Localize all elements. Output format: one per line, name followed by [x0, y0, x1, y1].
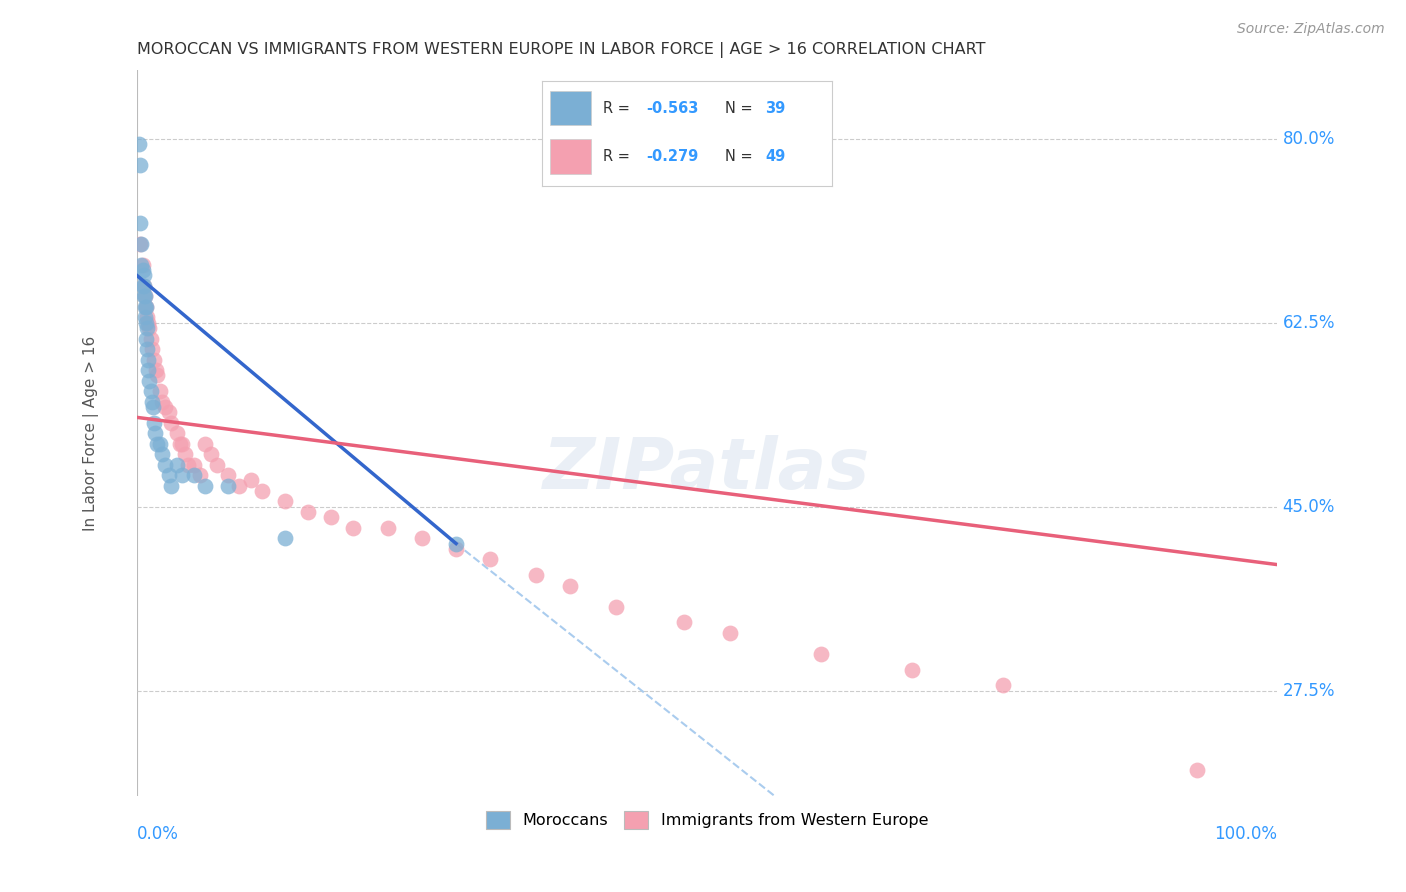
Text: 100.0%: 100.0%: [1213, 825, 1277, 843]
Point: [136, 310, 159, 325]
Point: [150, 447, 173, 461]
Point: [188, 468, 211, 483]
Text: 27.5%: 27.5%: [1282, 681, 1336, 699]
Point: [132, 268, 155, 283]
Point: [239, 474, 262, 488]
Point: [177, 458, 200, 472]
Point: [194, 479, 217, 493]
Point: [166, 426, 188, 441]
Point: [155, 400, 177, 414]
Point: [134, 300, 156, 314]
Point: [558, 578, 581, 592]
Point: [135, 300, 157, 314]
Point: [673, 615, 696, 630]
Point: [143, 426, 166, 441]
Point: [129, 158, 152, 172]
Point: [146, 436, 169, 450]
Point: [128, 136, 150, 151]
Point: [132, 279, 155, 293]
Point: [143, 352, 166, 367]
Point: [146, 368, 169, 383]
Point: [157, 405, 180, 419]
Point: [172, 436, 194, 450]
Point: [993, 678, 1015, 692]
Point: [149, 436, 172, 450]
Text: In Labor Force | Age > 16: In Labor Force | Age > 16: [83, 335, 100, 531]
Point: [136, 363, 159, 377]
Point: [134, 289, 156, 303]
Point: [718, 626, 741, 640]
Point: [134, 310, 156, 325]
Point: [139, 332, 162, 346]
Text: 80.0%: 80.0%: [1282, 129, 1334, 148]
Text: 45.0%: 45.0%: [1282, 498, 1334, 516]
Point: [142, 400, 165, 414]
Point: [135, 316, 157, 330]
Point: [145, 363, 167, 377]
Text: ZIPatlas: ZIPatlas: [543, 435, 870, 504]
Point: [605, 599, 627, 614]
Point: [132, 289, 155, 303]
Point: [135, 332, 157, 346]
Point: [149, 384, 172, 398]
Point: [131, 236, 153, 251]
Point: [217, 479, 239, 493]
Point: [155, 458, 177, 472]
Point: [139, 384, 162, 398]
Point: [319, 510, 342, 524]
Point: [160, 479, 183, 493]
Point: [377, 521, 399, 535]
Point: [173, 447, 195, 461]
Point: [524, 568, 547, 582]
Point: [479, 552, 502, 566]
Point: [138, 321, 160, 335]
Point: [252, 483, 274, 498]
Point: [444, 541, 467, 556]
Point: [200, 447, 222, 461]
Point: [135, 300, 157, 314]
Point: [136, 316, 159, 330]
Point: [342, 521, 364, 535]
Point: [129, 216, 152, 230]
Point: [138, 374, 160, 388]
Point: [131, 279, 153, 293]
Point: [136, 342, 159, 356]
Text: 62.5%: 62.5%: [1282, 314, 1336, 332]
Point: [166, 458, 188, 472]
Text: Source: ZipAtlas.com: Source: ZipAtlas.com: [1237, 22, 1385, 37]
Point: [901, 663, 924, 677]
Point: [136, 352, 159, 367]
Point: [160, 416, 183, 430]
Point: [131, 258, 153, 272]
Point: [444, 536, 467, 550]
Point: [141, 342, 163, 356]
Point: [172, 468, 194, 483]
Point: [129, 236, 152, 251]
Point: [157, 468, 180, 483]
Point: [274, 531, 297, 545]
Point: [132, 279, 155, 293]
Point: [194, 436, 217, 450]
Point: [136, 321, 159, 335]
Point: [205, 458, 228, 472]
Point: [1185, 763, 1208, 777]
Point: [131, 258, 153, 272]
Point: [131, 263, 153, 277]
Point: [143, 416, 166, 430]
Point: [183, 468, 205, 483]
Text: 0.0%: 0.0%: [136, 825, 179, 843]
Text: MOROCCAN VS IMMIGRANTS FROM WESTERN EUROPE IN LABOR FORCE | AGE > 16 CORRELATION: MOROCCAN VS IMMIGRANTS FROM WESTERN EURO…: [136, 42, 986, 58]
Point: [183, 458, 205, 472]
Legend: Moroccans, Immigrants from Western Europe: Moroccans, Immigrants from Western Europ…: [479, 805, 935, 835]
Point: [411, 531, 433, 545]
Point: [169, 436, 191, 450]
Point: [150, 394, 173, 409]
Point: [274, 494, 297, 508]
Point: [810, 647, 832, 661]
Point: [134, 289, 156, 303]
Point: [141, 394, 163, 409]
Point: [217, 468, 239, 483]
Point: [297, 505, 319, 519]
Point: [228, 479, 250, 493]
